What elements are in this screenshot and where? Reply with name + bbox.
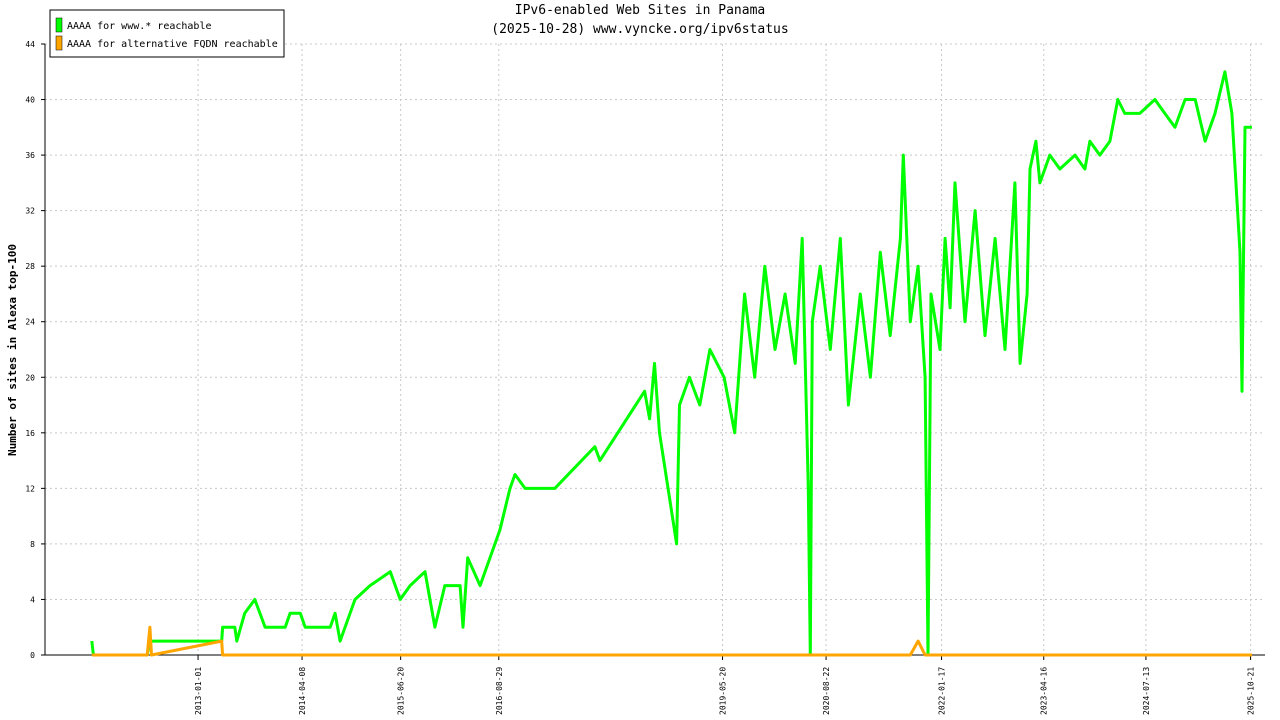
legend-swatch [55,17,63,33]
x-tick-label: 2022-01-17 [938,667,947,715]
legend: AAAA for www.* reachable AAAA for alterna… [49,9,285,58]
x-tick-label: 2014-04-08 [298,667,307,715]
chart-subtitle: (2025-10-28) www.vyncke.org/ipv6status [491,22,788,37]
y-tick-label: 16 [25,429,35,438]
y-tick-label: 0 [30,651,35,660]
legend-label: AAAA for www.* reachable [67,21,212,32]
y-tick-label: 32 [25,207,35,216]
line-series [90,70,1252,657]
line-series [91,625,1252,657]
y-tick-label: 40 [25,96,35,105]
x-tick-label: 2024-07-13 [1142,667,1151,715]
y-tick-label: 36 [25,151,35,160]
y-tick-label: 20 [25,373,35,382]
x-tick-label: 2015-06-20 [397,667,406,715]
x-tick-label: 2016-08-29 [495,667,504,715]
y-tick-label: 24 [25,318,35,327]
x-tick-label: 2025-10-21 [1247,667,1256,715]
y-tick-label: 28 [25,262,35,271]
legend-box [49,9,285,58]
legend-swatch [55,35,63,51]
legend-label: AAAA for alternative FQDN reachable [67,39,278,50]
x-tick-label: 2013-01-01 [194,667,203,715]
y-tick-label: 8 [30,540,35,549]
chart-title: IPv6-enabled Web Sites in Panama [515,3,765,18]
y-tick-label: 44 [25,40,35,49]
x-tick-label: 2019-05-20 [719,667,728,715]
y-tick-label: 12 [25,484,35,493]
x-tick-label: 2023-04-16 [1040,667,1049,715]
x-tick-label: 2020-08-22 [822,667,831,715]
y-tick-label: 4 [30,595,35,604]
y-axis-label: Number of sites in Alexa top-100 [6,244,19,456]
